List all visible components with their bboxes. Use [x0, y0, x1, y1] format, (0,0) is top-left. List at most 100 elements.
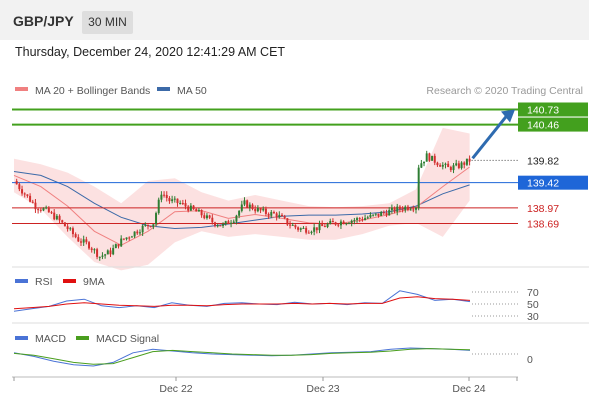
nine-ma-line	[13, 296, 471, 310]
candle-body	[155, 213, 158, 225]
candle-body	[93, 249, 96, 251]
x-tick-label: Dec 23	[306, 383, 339, 395]
candle-body	[216, 225, 219, 227]
candle-body	[29, 195, 32, 202]
candle-body	[452, 165, 455, 171]
candle-body	[415, 207, 417, 210]
timeframe-badge[interactable]: 30 MIN	[82, 11, 133, 34]
level-tag-bg-140.73	[518, 102, 588, 117]
candle-body	[45, 207, 48, 209]
candle-body	[192, 205, 195, 210]
candle-body	[101, 255, 104, 257]
candle-body	[366, 217, 369, 219]
candle-body	[248, 204, 251, 208]
candle-body	[398, 206, 401, 210]
candle-body	[420, 163, 423, 168]
candle-body	[291, 224, 294, 226]
candle-body	[270, 212, 273, 216]
candle-body	[465, 158, 468, 165]
candle-body	[104, 254, 107, 256]
candle-body	[122, 238, 125, 240]
candle-body	[345, 223, 348, 225]
candle-body	[262, 208, 265, 211]
candle-body	[74, 234, 77, 238]
candle-body	[444, 163, 447, 165]
macd-signal-legend-label: MACD Signal	[96, 333, 159, 345]
candle-body	[71, 228, 74, 235]
candle-body	[256, 207, 259, 212]
candle-body	[189, 205, 192, 211]
candle-body	[77, 237, 80, 242]
candle-body	[329, 221, 332, 224]
candle-body	[313, 227, 316, 232]
candle-body	[449, 167, 452, 171]
candle-body	[39, 209, 42, 211]
candle-body	[374, 213, 377, 215]
candle-body	[23, 193, 26, 195]
candle-body	[50, 212, 53, 214]
candle-body	[106, 250, 109, 255]
candle-body	[63, 222, 66, 227]
candle-body	[88, 242, 91, 249]
candle-body	[85, 239, 88, 243]
candle-body	[26, 194, 29, 196]
ma50-legend-swatch	[157, 87, 170, 91]
level-tag-bg-140.46	[518, 117, 588, 132]
rsi-line	[13, 290, 471, 312]
candle-body	[112, 248, 115, 255]
macd-tick-0: 0	[527, 354, 533, 366]
x-tick-label: Dec 22	[159, 383, 192, 395]
candle-body	[21, 189, 24, 194]
candle-body	[342, 221, 345, 225]
candle-body	[168, 198, 171, 202]
candle-body	[200, 210, 203, 216]
candle-body	[441, 164, 444, 167]
candle-body	[130, 236, 133, 238]
candle-body	[361, 219, 364, 221]
candle-body	[281, 214, 283, 217]
candle-body	[53, 212, 56, 220]
candle-body	[243, 200, 246, 205]
candle-body	[31, 201, 34, 203]
last-price-tag: 139.82	[527, 155, 559, 167]
candle-body	[382, 212, 385, 214]
candle-body	[90, 248, 93, 250]
ma20-legend-swatch	[15, 87, 28, 91]
candle-body	[455, 163, 458, 166]
level-tag-139.42: 139.42	[527, 178, 559, 190]
candle-body	[246, 200, 249, 208]
candle-body	[436, 162, 439, 166]
rsi-legend-label: RSI	[35, 276, 53, 288]
candle-body	[125, 237, 128, 240]
projection-arrow-line	[471, 114, 509, 160]
candle-body	[272, 212, 275, 214]
currency-pair-title: GBP/JPY	[13, 13, 74, 29]
candle-body	[307, 232, 310, 234]
candle-body	[331, 221, 334, 223]
candle-body	[224, 221, 227, 225]
candle-body	[187, 206, 190, 211]
candle-body	[353, 219, 356, 221]
candle-body	[165, 194, 168, 199]
candle-body	[171, 199, 174, 202]
candle-body	[417, 167, 420, 208]
candle-body	[377, 213, 380, 216]
candle-body	[264, 208, 267, 214]
chart-datetime: Thursday, December 24, 2020 12:41:29 AM …	[15, 45, 286, 59]
candle-body	[323, 226, 326, 228]
candle-body	[337, 224, 340, 226]
candle-body	[222, 224, 225, 226]
level-tag-140.46: 140.46	[527, 120, 559, 132]
candle-body	[197, 210, 200, 212]
candle-body	[214, 222, 216, 226]
candle-body	[321, 224, 324, 227]
candle-body	[388, 210, 391, 216]
candle-body	[230, 222, 233, 224]
bollinger-band	[14, 127, 470, 271]
candle-body	[439, 165, 442, 167]
candle-body	[299, 228, 302, 230]
candle-body	[254, 209, 257, 212]
rsi-tick-30: 30	[527, 311, 539, 323]
